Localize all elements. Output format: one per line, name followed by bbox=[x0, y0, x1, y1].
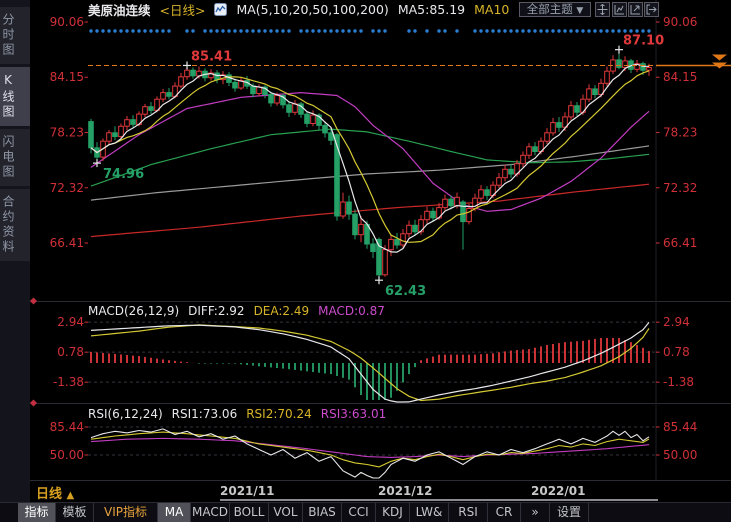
price-annotation: 62.43 bbox=[385, 284, 426, 299]
axis-label: 72.32 bbox=[663, 181, 697, 195]
macd-header: MACD(26,12,9) DIFF:2.92 DEA:2.49 MACD:0.… bbox=[88, 304, 385, 318]
tab-cr[interactable]: CR bbox=[488, 503, 521, 522]
ma-settings-label: MA(5,10,20,50,100,200) bbox=[236, 2, 389, 17]
ma5-value: MA5:85.19 bbox=[397, 2, 466, 17]
axis-label: 85.44 bbox=[50, 420, 84, 434]
axis-label: 78.23 bbox=[663, 126, 697, 140]
tab-cci[interactable]: CCI bbox=[342, 503, 376, 522]
mini-chart-icon bbox=[214, 3, 228, 16]
axis-label: 72.32 bbox=[50, 181, 84, 195]
chevron-down-icon: ▼ bbox=[576, 6, 584, 16]
axis-label: 84.15 bbox=[663, 70, 697, 84]
tab-macd[interactable]: MACD bbox=[191, 503, 230, 522]
tab-indicator[interactable]: 指标 bbox=[18, 503, 56, 522]
month-label: 2022/01 bbox=[531, 484, 586, 498]
tab-kdj[interactable]: KDJ bbox=[376, 503, 410, 522]
tab-rsi[interactable]: RSI bbox=[449, 503, 488, 522]
tab-more[interactable]: » bbox=[521, 503, 550, 522]
indicator-toolbar: 指标 模板 VIP指标 MA MACD BOLL VOL BIAS CCI KD… bbox=[0, 502, 731, 522]
symbol-name: 美原油连续 bbox=[88, 3, 151, 18]
axis-label: -1.38 bbox=[53, 375, 84, 389]
macd-name: MACD(26,12,9) bbox=[88, 304, 180, 318]
tab-boll[interactable]: BOLL bbox=[230, 503, 269, 522]
tab-template[interactable]: 模板 bbox=[56, 503, 94, 522]
period-selector[interactable]: 日线 ▲ bbox=[36, 483, 74, 502]
sidebar-item-kline[interactable]: K线图 bbox=[0, 67, 30, 126]
axis-label: 78.23 bbox=[50, 126, 84, 140]
rsi2-value: RSI2:70.24 bbox=[246, 407, 312, 421]
crosshair-pan-icon[interactable] bbox=[595, 2, 610, 17]
axis-label: 2.94 bbox=[663, 315, 690, 329]
axis-label: 2.94 bbox=[57, 315, 84, 329]
view-sidebar: 分时图 K线图 闪电图 合约资料 bbox=[0, 0, 30, 502]
zoom-horizontal-icon[interactable] bbox=[612, 2, 627, 17]
axis-label: 66.41 bbox=[663, 236, 697, 250]
axis-label: 0.78 bbox=[57, 345, 84, 359]
price-annotation: 85.41 bbox=[191, 49, 232, 64]
pane-resize-handle[interactable] bbox=[29, 297, 38, 305]
month-label: 2021/12 bbox=[378, 484, 433, 498]
period-tag: <日线> bbox=[159, 3, 206, 18]
price-annotation: 74.96 bbox=[103, 167, 144, 182]
chart-header: 美原油连续 <日线> MA(5,10,20,50,100,200) MA5:85… bbox=[88, 2, 510, 18]
rsi-header: RSI(6,12,24) RSI1:73.06 RSI2:70.24 RSI3:… bbox=[88, 407, 386, 421]
triangle-up-icon: ▲ bbox=[66, 490, 75, 501]
tab-settings[interactable]: 设置 bbox=[550, 503, 589, 522]
rsi1-value: RSI1:73.06 bbox=[171, 407, 238, 421]
tab-bias[interactable]: BIAS bbox=[303, 503, 342, 522]
axis-label: 50.00 bbox=[663, 448, 697, 462]
rsi-name: RSI(6,12,24) bbox=[88, 407, 163, 421]
axis-label: 90.06 bbox=[663, 15, 697, 29]
axis-label: -1.38 bbox=[663, 375, 694, 389]
macd-bar-value: MACD:0.87 bbox=[318, 304, 385, 318]
tab-vol[interactable]: VOL bbox=[269, 503, 303, 522]
axis-label: 66.41 bbox=[50, 236, 84, 250]
macd-dea-value: DEA:2.49 bbox=[253, 304, 310, 318]
theme-dropdown-label: 全部主题 bbox=[526, 2, 573, 16]
theme-dropdown[interactable]: 全部主题 ▼ bbox=[519, 2, 591, 17]
period-selector-label: 日线 bbox=[36, 487, 63, 502]
pop-out-icon[interactable] bbox=[644, 2, 659, 17]
sidebar-item-timeshare[interactable]: 分时图 bbox=[0, 7, 30, 64]
macd-diff-value: DIFF:2.92 bbox=[188, 304, 245, 318]
tab-ma[interactable]: MA bbox=[158, 503, 191, 522]
sidebar-item-contract-info[interactable]: 合约资料 bbox=[0, 189, 30, 261]
price-line-marker[interactable] bbox=[712, 54, 727, 69]
tab-lwr[interactable]: LW& bbox=[410, 503, 449, 522]
axis-label: 90.06 bbox=[50, 15, 84, 29]
tab-vip-indicator[interactable]: VIP指标 bbox=[94, 503, 158, 522]
axis-label: 85.44 bbox=[663, 420, 697, 434]
sidebar-item-lightning[interactable]: 闪电图 bbox=[0, 129, 30, 186]
axis-label: 50.00 bbox=[50, 448, 84, 462]
zoom-reset-icon[interactable] bbox=[628, 2, 643, 17]
month-label: 2021/11 bbox=[220, 484, 275, 498]
price-annotation: 87.10 bbox=[623, 34, 664, 49]
pane-resize-handle[interactable] bbox=[29, 399, 38, 407]
rsi3-value: RSI3:63.01 bbox=[320, 407, 387, 421]
ma10-value: MA10 bbox=[474, 2, 510, 17]
axis-label: 0.78 bbox=[663, 345, 690, 359]
axis-label: 84.15 bbox=[50, 70, 84, 84]
